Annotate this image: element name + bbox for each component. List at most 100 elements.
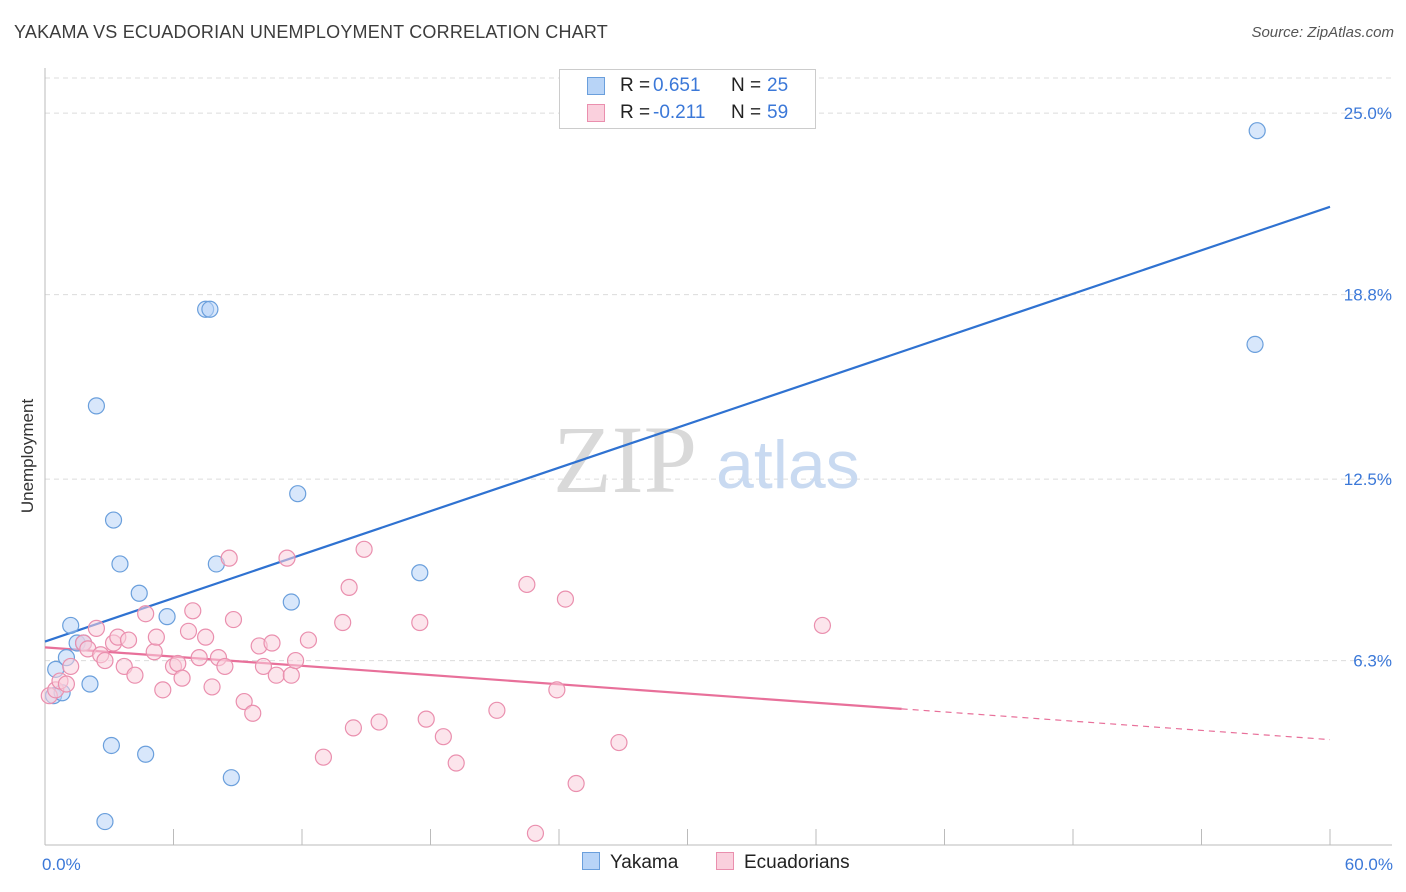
stats-legend: R = 0.651 N = 25 R = -0.211 N = 59	[559, 69, 816, 129]
ecuadorians-point	[57, 675, 76, 693]
yakama-trend-line	[44, 205, 1331, 643]
axes	[44, 68, 1392, 846]
ecuadorians-point	[154, 681, 172, 699]
ecuadorians-point	[145, 643, 163, 661]
ecuadorians-point	[173, 669, 191, 687]
watermark-zip: ZIP	[553, 406, 697, 513]
ecuadorians-point	[447, 754, 465, 772]
y-tick-label: 12.5%	[1344, 470, 1392, 489]
yakama-point	[137, 745, 155, 763]
ecuadorians-point	[263, 634, 281, 652]
source-label: Source: ZipAtlas.com	[1251, 24, 1394, 41]
ecuadorians-point	[137, 605, 155, 623]
legend-swatch-yakama	[587, 77, 605, 95]
ecuadorians-point	[190, 649, 208, 667]
ecuadorians-point	[299, 631, 318, 649]
yakama-point	[222, 769, 240, 787]
ecuadorians-point	[813, 616, 832, 635]
ecuadorians-point	[244, 704, 262, 722]
yakama-point	[81, 675, 99, 693]
yakama-point	[289, 485, 307, 503]
tick-labels: 6.3% 12.5% 18.8% 25.0% 0.0% 60.0%	[42, 104, 1393, 874]
ecuadorians-point	[254, 657, 273, 676]
ecuadorians-trend-line	[44, 646, 902, 710]
ecuadorians-point	[567, 774, 585, 793]
ecuadorians-point	[334, 613, 352, 632]
ecuadorians-point	[197, 628, 215, 646]
legend-item-ecuadorians: Ecuadorians	[716, 852, 850, 874]
ecuadorians-point	[87, 619, 106, 637]
ecuadorians-point	[556, 590, 575, 608]
ecuadorians-point	[370, 713, 388, 731]
yakama-point	[62, 616, 80, 635]
yakama-point	[1248, 122, 1266, 140]
ecuadorians-point	[434, 728, 452, 746]
ecuadorians-point	[411, 613, 429, 632]
ecuadorians-point	[344, 719, 362, 737]
chart-title: YAKAMA VS ECUADORIAN UNEMPLOYMENT CORREL…	[14, 22, 608, 42]
trend-lines	[44, 205, 1331, 741]
ecuadorians-point	[62, 657, 80, 676]
x-tick-label: 0.0%	[42, 855, 81, 874]
data-points	[40, 122, 1266, 842]
legend-n-label: N =	[731, 75, 762, 96]
ecuadorians-point	[282, 666, 300, 684]
yakama-point	[282, 593, 300, 611]
legend-row-yakama: R = 0.651 N = 25	[560, 73, 815, 99]
ecuadorians-point	[610, 733, 628, 752]
ecuadorians-point	[203, 678, 221, 696]
ecuadorians-point	[147, 628, 165, 646]
x-tick-label: 60.0%	[1345, 855, 1393, 874]
ecuadorians-point	[169, 654, 187, 673]
yakama-point	[111, 555, 129, 573]
legend-row-ecuadorians: R = -0.211 N = 59	[560, 100, 815, 126]
watermark: ZIP atlas	[553, 406, 860, 513]
ecuadorians-point	[286, 651, 305, 670]
legend-n-value: 59	[767, 102, 789, 123]
y-tick-label: 25.0%	[1344, 104, 1392, 123]
legend-r-value: 0.651	[653, 75, 701, 96]
legend-swatch-ecuadorians	[587, 104, 605, 122]
legend-r-label: R =	[620, 102, 651, 123]
legend-swatch-yakama	[582, 852, 600, 870]
ecuadorians-point	[355, 540, 373, 558]
legend-r-label: R =	[620, 75, 651, 96]
ecuadorians-point	[314, 748, 333, 766]
ecuadorians-point	[488, 701, 506, 719]
ecuadorians-point	[119, 631, 138, 649]
yakama-point	[130, 584, 148, 602]
yakama-point	[1246, 335, 1264, 354]
legend-label-yakama: Yakama	[610, 852, 679, 873]
yakama-point	[201, 300, 219, 318]
ecuadorians-point	[96, 651, 114, 670]
ecuadorians-point	[224, 610, 243, 629]
watermark-atlas: atlas	[716, 427, 860, 503]
y-tick-label: 6.3%	[1353, 652, 1392, 671]
legend-n-label: N =	[731, 102, 762, 123]
ecuadorians-point	[126, 666, 144, 684]
legend-label-ecuadorians: Ecuadorians	[744, 852, 850, 873]
yakama-point	[411, 564, 429, 582]
yakama-point	[104, 511, 123, 529]
ecuadorians-point	[216, 657, 234, 676]
ecuadorians-point	[278, 549, 296, 567]
ecuadorians-point	[179, 622, 198, 640]
yakama-point	[102, 736, 120, 755]
ecuadorians-trend-extension	[901, 708, 1331, 741]
ecuadorians-point	[235, 692, 253, 711]
y-tick-label: 18.8%	[1344, 286, 1392, 305]
ecuadorians-point	[340, 578, 358, 596]
ecuadorians-point	[220, 549, 238, 567]
ecuadorians-point	[548, 681, 566, 699]
ecuadorians-point	[417, 710, 435, 728]
legend-n-value: 25	[767, 75, 789, 96]
ecuadorians-point	[526, 824, 545, 842]
legend-r-value: -0.211	[653, 102, 706, 123]
ecuadorians-point	[518, 575, 536, 594]
yakama-point	[158, 608, 176, 626]
ecuadorians-point	[184, 602, 202, 620]
legend-swatch-ecuadorians	[716, 852, 734, 870]
yakama-point	[87, 397, 106, 415]
yakama-point	[96, 812, 114, 831]
